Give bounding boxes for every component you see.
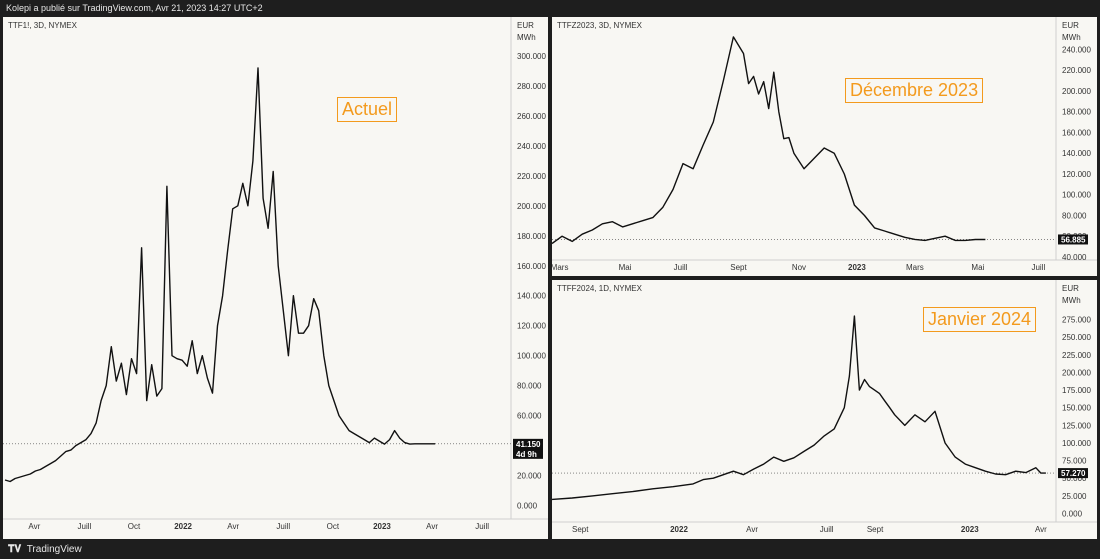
y-tick-label: 160.000 [1062, 128, 1091, 137]
y-tick-label: 50.000 [1062, 474, 1087, 483]
footer-bar: 𝐓𝐕 TradingView [0, 540, 1100, 559]
price-series-line [552, 315, 1046, 501]
y-tick-label: 300.000 [517, 52, 546, 61]
y-tick-label: 40.000 [1062, 253, 1087, 262]
x-tick-label: Nov [792, 263, 806, 272]
y-tick-label: 220.000 [1062, 66, 1091, 75]
chart-panel-ttff2024[interactable]: 0.000 25.000 50.000 75.000 100.000 125.000 150… [552, 280, 1097, 539]
x-tick-label: Oct [128, 522, 141, 531]
chart-panel-ttf1[interactable]: 0.00020.00040.00060.00080.000100.000120.… [3, 17, 548, 539]
x-tick-label: Avr [426, 522, 438, 531]
y-tick-label: 60.000 [517, 412, 542, 421]
y-tick-label: 200.000 [1062, 87, 1091, 96]
y-tick-label: 150.000 [1062, 404, 1091, 413]
symbol-label: TTF1!, 3D, NYMEX [8, 21, 77, 30]
currency-label: EUR [517, 21, 534, 30]
symbol-label: TTFZ2023, 3D, NYMEX [557, 21, 642, 30]
footer-brand[interactable]: TradingView [26, 544, 82, 555]
chart-svg-ttff2024: 0.000 25.000 50.000 75.000 100.000 125.000 150… [552, 280, 1097, 534]
x-tick-label: Avr [227, 522, 239, 531]
publish-header: Kolepi a publié sur TradingView.com, Avr… [0, 0, 1100, 16]
y-tick-label: 140.000 [1062, 149, 1091, 158]
symbol-label: TTFF2024, 1D, NYMEX [557, 284, 642, 293]
currency-label: EUR [1062, 21, 1079, 30]
x-tick-label: Sept [572, 525, 589, 534]
x-tick-label: Mars [552, 263, 568, 272]
unit-label: MWh [1062, 296, 1081, 305]
unit-label: MWh [1062, 33, 1081, 42]
y-tick-label: 140.000 [517, 292, 546, 301]
tradingview-logo-icon: 𝐓𝐕 [8, 544, 22, 555]
price-series-line [552, 36, 986, 245]
y-tick-label: 275.000 [1062, 316, 1091, 325]
y-tick-label: 0.000 [517, 502, 538, 511]
x-tick-label: 2022 [670, 525, 688, 534]
currency-label: EUR [1062, 284, 1079, 293]
chart-svg-ttfz2023: 40.00060.00080.000100.000120.000140.0001… [552, 17, 1097, 272]
y-tick-label: 120.000 [517, 322, 546, 331]
y-tick-label: 80.000 [517, 382, 542, 391]
x-tick-label: Mars [906, 263, 924, 272]
y-tick-label: 100.000 [517, 352, 546, 361]
x-tick-label: Avr [1035, 525, 1047, 534]
x-tick-label: Sept [867, 525, 884, 534]
annotation-label[interactable]: Janvier 2024 [923, 307, 1037, 332]
chart-svg-ttf1: 0.00020.00040.00060.00080.000100.000120.… [3, 17, 548, 531]
y-tick-label: 160.000 [517, 262, 546, 271]
y-tick-label: 180.000 [1062, 108, 1091, 117]
y-tick-label: 125.000 [1062, 421, 1091, 430]
x-tick-label: Juill [1031, 263, 1045, 272]
x-tick-label: 2023 [848, 263, 866, 272]
last-price-tag [513, 438, 543, 459]
annotation-label[interactable]: Actuel [337, 97, 398, 122]
x-tick-label: Sept [730, 263, 747, 272]
y-tick-label: 200.000 [517, 202, 546, 211]
y-tick-label: 200.000 [1062, 368, 1091, 377]
y-tick-label: 240.000 [1062, 45, 1091, 54]
x-tick-label: Juill [674, 263, 688, 272]
x-tick-label: Mai [971, 263, 984, 272]
y-tick-label: 0.000 [1062, 509, 1083, 518]
annotation-label[interactable]: Décembre 2023 [845, 78, 984, 103]
last-price-tag [1058, 468, 1088, 479]
price-series-line [4, 67, 436, 483]
x-tick-label: Mai [619, 263, 632, 272]
y-tick-label: 180.000 [517, 232, 546, 241]
x-tick-label: Juill [78, 522, 92, 531]
last-price-value: 57.270 [1061, 469, 1086, 478]
bar-countdown: 4d 9h [516, 450, 537, 459]
x-tick-label: 2023 [373, 522, 391, 531]
y-tick-label: 250.000 [1062, 333, 1091, 342]
y-tick-label: 75.000 [1062, 457, 1087, 466]
y-tick-label: 225.000 [1062, 351, 1091, 360]
chart-panel-ttfz2023[interactable]: 40.00060.00080.000100.000120.000140.0001… [552, 17, 1097, 276]
y-tick-label: 25.000 [1062, 492, 1087, 501]
x-tick-label: Oct [327, 522, 340, 531]
unit-label: MWh [517, 33, 536, 42]
last-price-value: 56.885 [1061, 235, 1086, 244]
x-tick-label: Avr [28, 522, 40, 531]
y-tick-label: 20.000 [517, 472, 542, 481]
y-tick-label: 80.000 [1062, 211, 1087, 220]
y-tick-label: 175.000 [1062, 386, 1091, 395]
y-tick-label: 240.000 [517, 142, 546, 151]
x-tick-label: Avr [746, 525, 758, 534]
y-tick-label: 260.000 [517, 112, 546, 121]
x-tick-label: Juill [820, 525, 834, 534]
x-tick-label: 2022 [174, 522, 192, 531]
x-tick-label: Juill [276, 522, 290, 531]
last-price-tag [1058, 234, 1088, 245]
y-tick-label: 100.000 [1062, 191, 1091, 200]
y-tick-label: 280.000 [517, 82, 546, 91]
y-tick-label: 220.000 [517, 172, 546, 181]
y-tick-label: 100.000 [1062, 439, 1091, 448]
last-price-value: 41.150 [516, 440, 541, 449]
x-tick-label: Juill [475, 522, 489, 531]
y-tick-label: 120.000 [1062, 170, 1091, 179]
x-tick-label: 2023 [961, 525, 979, 534]
